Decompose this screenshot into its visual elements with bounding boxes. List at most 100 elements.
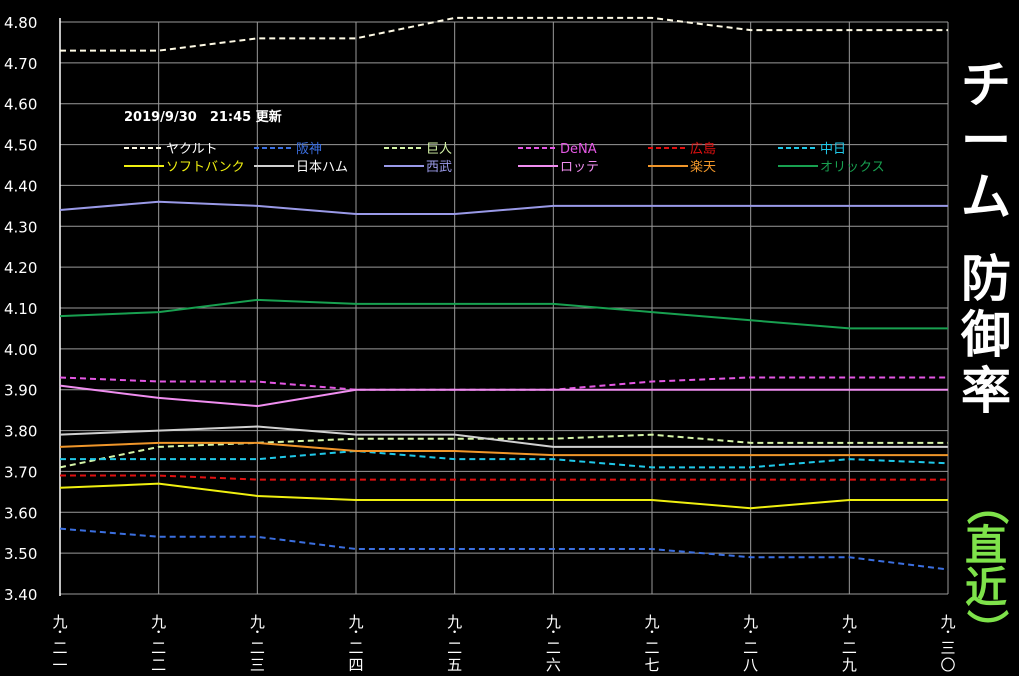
- x-tick-char: 八: [743, 656, 758, 674]
- x-tick-char: 〇: [940, 656, 955, 674]
- title-char: 率: [961, 362, 1011, 420]
- title-char: 御: [961, 306, 1011, 364]
- y-tick-label: 3.70: [4, 463, 37, 481]
- legend-label: 巨人: [426, 142, 452, 157]
- subtitle-char: 直: [964, 521, 1007, 570]
- series-line: [59, 482, 948, 510]
- chart-subtitle: （直近）: [957, 483, 1015, 651]
- x-tick-char: 九: [250, 613, 265, 631]
- x-tick-label: 九・二五: [447, 613, 462, 674]
- x-tick-label: 九・三〇: [940, 613, 955, 674]
- series-lines: [59, 16, 949, 571]
- y-tick-label: 4.70: [4, 55, 37, 73]
- y-tick-label: 3.90: [4, 382, 37, 400]
- update-timestamp: 2019/9/30 21:45 更新: [124, 109, 282, 125]
- x-tick-char: 三: [940, 639, 955, 657]
- x-tick-char: ・: [251, 625, 263, 639]
- x-tick-char: 九: [151, 613, 166, 631]
- series-line: [60, 449, 949, 469]
- x-tick-char: 九: [52, 613, 67, 631]
- x-tick-char: 九: [546, 613, 561, 631]
- x-tick-char: ・: [646, 625, 658, 639]
- y-tick-label: 3.50: [4, 545, 37, 563]
- series-line: [59, 376, 948, 391]
- x-tick-char: 七: [644, 656, 659, 674]
- x-axis-tick-labels: 九・二一九・二二九・二三九・二四九・二五九・二六九・二七九・二八九・二九九・三〇: [52, 613, 955, 674]
- x-tick-char: ・: [547, 625, 559, 639]
- title-char: ム: [961, 168, 1011, 226]
- legend-label: 楽天: [690, 159, 716, 175]
- x-tick-char: 二: [250, 639, 265, 657]
- legend-label: 日本ハム: [296, 160, 348, 175]
- x-tick-char: ・: [54, 625, 66, 639]
- x-tick-char: ・: [942, 625, 954, 639]
- legend-label: オリックス: [820, 160, 885, 175]
- y-axis-tick-labels: 3.40 3.50 3.60 3.70 3.80 3.90 4.00 4.10 4.20 4.30…: [4, 14, 37, 604]
- y-tick-label: 4.80: [4, 14, 37, 32]
- x-tick-char: ・: [843, 625, 855, 639]
- y-tick-label: 3.40: [4, 586, 37, 604]
- y-tick-label: 4.40: [4, 177, 37, 195]
- title-char: ー: [961, 112, 1011, 170]
- x-tick-label: 九・二八: [743, 613, 758, 674]
- title-gap: [957, 228, 1015, 248]
- series-line: [60, 16, 948, 52]
- x-tick-label: 九・二九: [842, 613, 857, 674]
- chart-title: チーム防御率: [957, 60, 1015, 422]
- series-line: [60, 474, 948, 481]
- x-tick-char: 四: [348, 656, 363, 674]
- series-line: [59, 441, 948, 457]
- x-tick-char: 二: [842, 639, 857, 657]
- x-tick-char: 二: [151, 639, 166, 657]
- x-tick-label: 九・二二: [151, 613, 166, 674]
- subtitle-char: 近: [964, 563, 1007, 612]
- series-line: [59, 433, 948, 469]
- x-tick-char: 九: [644, 613, 659, 631]
- y-tick-label: 4.00: [4, 341, 37, 359]
- x-tick-char: 六: [546, 656, 561, 674]
- subtitle-char: ）: [962, 608, 1011, 651]
- x-tick-char: 九: [842, 613, 857, 631]
- legend-label: ヤクルト: [166, 142, 218, 157]
- y-tick-label: 4.20: [4, 259, 37, 277]
- y-tick-label: 4.30: [4, 218, 37, 236]
- x-tick-char: ・: [745, 625, 757, 639]
- y-tick-label: 3.60: [4, 504, 37, 522]
- x-tick-label: 九・二七: [644, 613, 659, 674]
- x-tick-char: 二: [644, 639, 659, 657]
- x-tick-char: 三: [250, 656, 265, 674]
- x-tick-char: ・: [153, 625, 165, 639]
- series-line: [59, 200, 948, 216]
- y-tick-label: 4.60: [4, 96, 37, 114]
- legend-label: 阪神: [296, 142, 322, 157]
- x-tick-char: 二: [546, 639, 561, 657]
- y-tick-label: 3.80: [4, 423, 37, 441]
- legend-label: 西武: [426, 160, 452, 175]
- x-tick-label: 九・二四: [348, 613, 363, 674]
- x-tick-char: 二: [743, 639, 758, 657]
- x-tick-char: 二: [52, 639, 67, 657]
- legend-label: 広島: [690, 142, 716, 157]
- legend-label: ソフトバンク: [166, 160, 245, 175]
- title-char: チ: [961, 56, 1011, 114]
- x-tick-char: 九: [348, 613, 363, 631]
- series-line: [59, 425, 948, 448]
- x-tick-char: ・: [350, 625, 362, 639]
- grid-lines: [59, 18, 949, 596]
- x-tick-char: 二: [348, 639, 363, 657]
- x-tick-char: 九: [842, 656, 857, 674]
- series-line: [59, 298, 948, 330]
- x-tick-char: 九: [940, 613, 955, 631]
- y-tick-label: 4.10: [4, 300, 37, 318]
- title-char: 防: [961, 250, 1011, 308]
- x-tick-label: 九・二一: [52, 613, 67, 674]
- x-tick-char: 五: [447, 656, 462, 674]
- series-line: [59, 527, 949, 571]
- x-tick-char: 九: [447, 613, 462, 631]
- x-tick-char: 一: [52, 656, 67, 674]
- series-line: [59, 384, 948, 408]
- subtitle-char: （: [962, 482, 1011, 525]
- legend-label: DeNA: [560, 142, 597, 157]
